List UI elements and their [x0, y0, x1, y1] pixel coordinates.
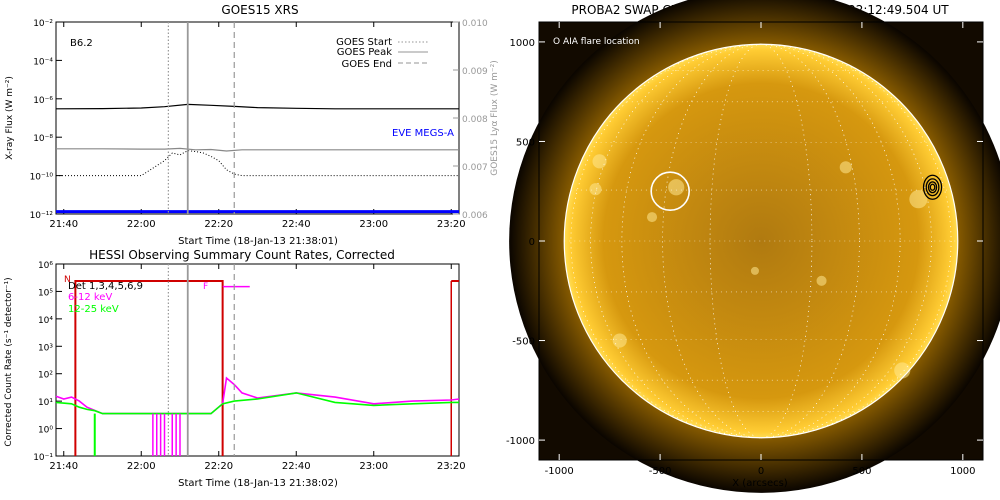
swap-ytick-label: -1000	[506, 436, 535, 447]
swap-contour	[922, 174, 943, 200]
hessi-xtick-label: 22:40	[282, 461, 311, 472]
swap-flare-marker	[650, 171, 690, 212]
swap-contour	[927, 181, 938, 194]
goes-eve-label: EVE MEGS-A	[392, 128, 454, 139]
goes-ytick-label: 10⁻⁶	[33, 96, 53, 106]
hessi-ytick-label: 10¹	[38, 398, 53, 408]
goes-ytick-label: 10⁻⁴	[33, 57, 53, 67]
swap-active-region	[750, 266, 759, 275]
goes-series-short	[56, 147, 459, 152]
hessi-title: HESSI Observing Summary Count Rates, Cor…	[89, 248, 395, 262]
hessi-xtick-label: 22:00	[127, 461, 156, 472]
goes-y2tick-label: 0.007	[462, 163, 488, 173]
goes-series-long	[55, 103, 459, 110]
hessi-legend-12-25: 12-25 keV	[68, 304, 119, 315]
goes-xtick-label: 21:40	[49, 219, 78, 230]
swap-xtick-label: 500	[852, 466, 871, 477]
hessi-xtick-label: 21:40	[49, 461, 78, 472]
swap-longitude-line	[662, 43, 860, 439]
swap-panel: PROBA2 SWAP CMOS 1Kx1K 174 18-Jan-2013 2…	[506, 0, 1000, 493]
swap-ytick-label: 1000	[510, 38, 535, 49]
hessi-ytick-label: 10⁴	[38, 316, 53, 326]
hessi-ytick-label: 10⁵	[38, 288, 53, 298]
goes-class-label: B6.2	[70, 38, 93, 49]
hessi-flag-f: F	[203, 282, 208, 292]
hessi-series-12-25-kev	[55, 392, 459, 415]
swap-xtick-label: 0	[758, 466, 764, 477]
goes-ytick-label: 10⁻¹⁰	[30, 173, 54, 183]
swap-active-region	[589, 183, 602, 196]
goes-xlabel: Start Time (18-Jan-13 21:38:01)	[178, 236, 338, 247]
goes-legend-end: GOES End	[342, 59, 392, 70]
swap-ytick-label: 0	[529, 237, 535, 248]
goes-xtick-label: 23:20	[437, 219, 466, 230]
hessi-legend-6-12: 6-12 keV	[68, 292, 112, 303]
goes-xtick-label: 23:00	[359, 219, 388, 230]
swap-longitude-line	[570, 43, 952, 439]
swap-contour	[929, 183, 936, 191]
hessi-axes-frame	[55, 263, 460, 457]
hessi-ytick-label: 10²	[38, 371, 53, 381]
hessi-ytick-label: 10⁶	[38, 261, 53, 271]
goes-plot-area: 21:40 22:00 22:20 22:40 23:00 23:20 10⁻² 10⁻⁴ 10…	[30, 19, 488, 230]
goes-ytick-label: 10⁻⁸	[33, 134, 53, 144]
goes-ylabel: X-ray Flux (W m⁻²)	[5, 76, 15, 160]
goes-xtick-label: 22:20	[204, 219, 233, 230]
hessi-panel: HESSI Observing Summary Count Rates, Cor…	[4, 248, 466, 489]
goes-xtick-label: 22:00	[127, 219, 156, 230]
swap-active-region	[816, 275, 827, 286]
hessi-xtick-label: 22:20	[204, 461, 233, 472]
swap-xtick-label: -500	[649, 466, 672, 477]
hessi-night-flag	[74, 279, 224, 456]
swap-solar-disk	[564, 44, 958, 438]
goes-ylabel2: GOES15 Lyα Flux (W m⁻²)	[490, 60, 500, 176]
hessi-xtick-label: 23:20	[437, 461, 466, 472]
swap-xtick-label: -1000	[545, 466, 574, 477]
swap-active-region	[839, 161, 852, 174]
goes-series-short-noise	[56, 150, 459, 177]
goes-y2tick-label: 0.006	[462, 211, 488, 221]
goes-y2tick-label: 0.009	[462, 67, 488, 77]
swap-active-region	[894, 362, 911, 379]
hessi-ytick-label: 10⁻¹	[33, 453, 53, 463]
hessi-ytick-label: 10⁰	[38, 426, 53, 436]
goes-xtick-label: 22:40	[282, 219, 311, 230]
hessi-ytick-label: 10³	[38, 343, 53, 353]
swap-active-region	[646, 212, 658, 223]
goes-ytick-label: 10⁻¹²	[30, 211, 54, 221]
swap-ytick-label: 500	[516, 137, 535, 148]
goes-legend-peak: GOES Peak	[337, 47, 392, 58]
hessi-xlabel: Start Time (18-Jan-13 21:38:02)	[178, 478, 338, 489]
goes-y2tick-label: 0.008	[462, 115, 488, 125]
swap-image-area: -1000 -500 0 500 1000 1000 500 0 -500 -1000	[506, 0, 1000, 493]
swap-xlabel: X (arcsecs)	[732, 478, 788, 489]
goes-title: GOES15 XRS	[221, 3, 298, 17]
goes-panel: GOES15 XRS 21:40 22:00 22:20 22:40 23:00 23:2…	[5, 3, 500, 247]
swap-xtick-label: 1000	[950, 466, 975, 477]
hessi-xtick-label: 23:00	[359, 461, 388, 472]
swap-legend: O AIA flare location	[553, 37, 640, 47]
swap-ytick-label: -500	[512, 337, 535, 348]
hessi-flag-n: N	[64, 275, 71, 285]
goes-legend-start: GOES Start	[336, 37, 392, 48]
swap-active-region	[592, 154, 607, 169]
goes-y2tick-label: 0.010	[462, 19, 488, 29]
hessi-legend-det: Det 1,3,4,5,6,9	[68, 281, 143, 292]
goes-ytick-label: 10⁻²	[33, 19, 53, 29]
swap-active-region	[668, 179, 685, 196]
swap-active-region	[612, 333, 627, 348]
swap-active-region	[909, 190, 928, 209]
swap-longitude-line	[590, 43, 932, 439]
swap-contour	[925, 178, 940, 197]
hessi-plot-area: 21:40 22:00 22:20 22:40 23:00 23:20 10⁶ 10⁵ 10⁴ 1…	[33, 261, 465, 472]
swap-longitude-line	[621, 43, 901, 439]
hessi-ylabel: Corrected Count Rate (s⁻¹ detector⁻¹)	[4, 277, 14, 446]
